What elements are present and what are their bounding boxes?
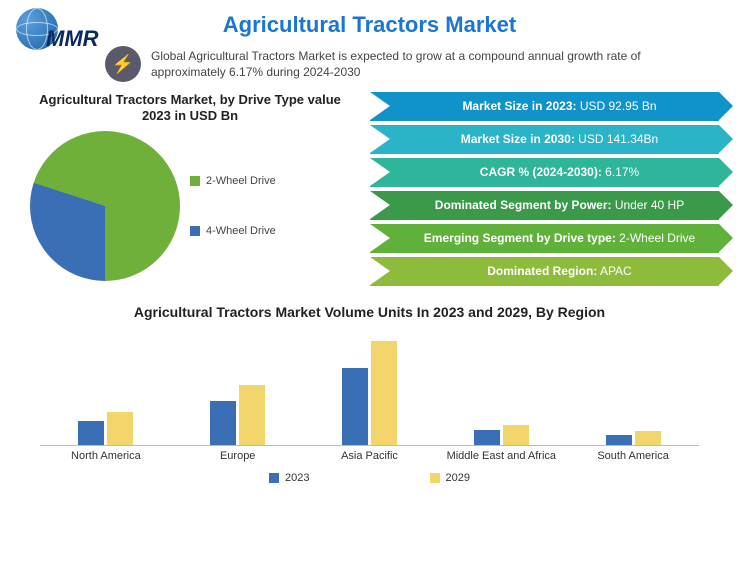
mid-section: Agricultural Tractors Market, by Drive T…: [0, 88, 739, 290]
chevron-right-icon: [719, 257, 733, 285]
banner-label: Dominated Segment by Power:: [435, 198, 612, 212]
info-banner: Emerging Segment by Drive type: 2-Wheel …: [370, 224, 719, 253]
info-banner: CAGR % (2024-2030): 6.17%: [370, 158, 719, 187]
banner-value: 2-Wheel Drive: [616, 231, 695, 245]
chevron-right-icon: [719, 125, 733, 153]
bar-legend-2029: 2029: [430, 472, 470, 484]
bar-legend: 2023 2029: [0, 472, 739, 484]
pie-title: Agricultural Tractors Market, by Drive T…: [20, 92, 360, 131]
chevron-left-icon: [370, 125, 390, 153]
bar-chart-title: Agricultural Tractors Market Volume Unit…: [0, 304, 739, 320]
pie-legend: 2-Wheel Drive 4-Wheel Drive: [190, 175, 276, 237]
legend-swatch-icon: [190, 226, 200, 236]
banner-value: USD 92.95 Bn: [577, 99, 657, 113]
bar-2029: [239, 385, 265, 446]
region-label: Asia Pacific: [304, 450, 436, 462]
chevron-left-icon: [370, 92, 390, 120]
legend-label: 2023: [285, 472, 309, 484]
bar-legend-2023: 2023: [269, 472, 309, 484]
chevron-left-icon: [370, 257, 390, 285]
intro-row: ⚡ Global Agricultural Tractors Market is…: [0, 38, 739, 88]
region-label: North America: [40, 450, 172, 462]
chevron-right-icon: [719, 191, 733, 219]
pie-chart: [30, 131, 180, 281]
banner-value: 6.17%: [602, 165, 639, 179]
chevron-right-icon: [719, 92, 733, 120]
logo: MMR: [16, 8, 96, 58]
bar-group: [606, 431, 661, 445]
bar-2029: [107, 412, 133, 445]
bolt-icon: ⚡: [105, 46, 141, 82]
bar-2029: [371, 341, 397, 446]
info-banner: Dominated Region: APAC: [370, 257, 719, 286]
chevron-left-icon: [370, 191, 390, 219]
chevron-right-icon: [719, 224, 733, 252]
bar-2029: [635, 431, 661, 445]
banner-label: Dominated Region:: [487, 264, 597, 278]
bar-chart: [40, 326, 699, 446]
page-title: Agricultural Tractors Market: [0, 0, 739, 38]
region-label: Middle East and Africa: [435, 450, 567, 462]
bar-group: [474, 425, 529, 445]
bar-group: [210, 385, 265, 446]
legend-swatch-icon: [430, 473, 440, 483]
legend-label: 4-Wheel Drive: [206, 225, 276, 237]
banner-value: USD 141.34Bn: [575, 132, 658, 146]
logo-text: MMR: [46, 26, 99, 52]
bar-group: [78, 412, 133, 445]
bar-group: [342, 341, 397, 446]
pie-column: Agricultural Tractors Market, by Drive T…: [20, 92, 360, 290]
banner-label: Market Size in 2023:: [462, 99, 576, 113]
chevron-left-icon: [370, 224, 390, 252]
bar-2029: [503, 425, 529, 445]
intro-text: Global Agricultural Tractors Market is e…: [151, 48, 699, 80]
info-banner: Dominated Segment by Power: Under 40 HP: [370, 191, 719, 220]
info-banners: Market Size in 2023: USD 92.95 BnMarket …: [370, 92, 719, 290]
chevron-left-icon: [370, 158, 390, 186]
bar-2023: [474, 430, 500, 445]
banner-label: Emerging Segment by Drive type:: [424, 231, 616, 245]
bar-2023: [78, 421, 104, 445]
banner-label: CAGR % (2024-2030):: [480, 165, 602, 179]
info-banner: Market Size in 2023: USD 92.95 Bn: [370, 92, 719, 121]
banner-value: APAC: [597, 264, 631, 278]
info-banner: Market Size in 2030: USD 141.34Bn: [370, 125, 719, 154]
bar-2023: [606, 435, 632, 445]
region-label: South America: [567, 450, 699, 462]
legend-label: 2-Wheel Drive: [206, 175, 276, 187]
chevron-right-icon: [719, 158, 733, 186]
legend-swatch-icon: [269, 473, 279, 483]
legend-2wheel: 2-Wheel Drive: [190, 175, 276, 187]
pie-wrap: 2-Wheel Drive 4-Wheel Drive: [20, 131, 360, 281]
legend-label: 2029: [446, 472, 470, 484]
banner-label: Market Size in 2030:: [461, 132, 575, 146]
bar-2023: [210, 401, 236, 445]
bar-labels: North AmericaEuropeAsia PacificMiddle Ea…: [40, 450, 699, 462]
bar-2023: [342, 368, 368, 445]
legend-4wheel: 4-Wheel Drive: [190, 225, 276, 237]
region-label: Europe: [172, 450, 304, 462]
legend-swatch-icon: [190, 176, 200, 186]
banner-value: Under 40 HP: [612, 198, 685, 212]
